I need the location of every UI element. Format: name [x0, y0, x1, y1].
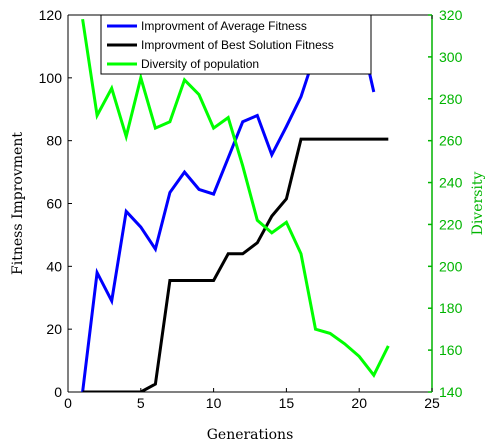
series-line-3 — [81, 18, 390, 379]
y-axis-right-label: Diversity — [470, 172, 486, 236]
y-left-tick-label: 0 — [54, 384, 62, 400]
x-tick-label: 0 — [64, 395, 72, 411]
legend-entry-3: Diversity of population — [141, 57, 259, 71]
y-right-tick-label: 260 — [439, 133, 463, 149]
y-right-tick-label: 180 — [439, 300, 463, 316]
y-right-tick-label: 160 — [439, 342, 463, 358]
y-right-tick-label: 280 — [439, 91, 463, 107]
y-right-tick-label: 220 — [439, 216, 463, 232]
y-right-tick-label: 320 — [439, 7, 463, 23]
y-left-tick-label: 120 — [39, 7, 63, 23]
legend-entry-2: Improvment of Best Solution Fitness — [141, 38, 334, 52]
legend: Improvment of Average Fitness Improvment … — [100, 14, 372, 75]
x-tick-label: 15 — [279, 395, 295, 411]
y-left-tick-label: 100 — [39, 70, 63, 86]
y-left-tick-label: 60 — [46, 196, 62, 212]
y-left-tick-label: 80 — [46, 133, 62, 149]
legend-entry-1: Improvment of Average Fitness — [141, 19, 307, 33]
x-axis-label: Generations — [207, 427, 294, 443]
x-tick-label: 10 — [206, 395, 222, 411]
ticks: 0 5 10 15 20 25 0 20 40 60 80 100 120 140 160 180 200 220… — [39, 7, 463, 411]
y-right-tick-label: 200 — [439, 258, 463, 274]
y-right-tick-label: 300 — [439, 49, 463, 65]
x-tick-label: 25 — [424, 395, 440, 411]
y-right-tick-label: 140 — [439, 384, 463, 400]
y-left-tick-label: 20 — [46, 321, 62, 337]
y-left-tick-label: 40 — [46, 258, 62, 274]
x-tick-label: 5 — [137, 395, 145, 411]
y-axis-left-label: Fitness Improvment — [10, 132, 26, 275]
y-right-tick-label: 240 — [439, 175, 463, 191]
series-line-2 — [82, 137, 389, 392]
x-tick-label: 20 — [351, 395, 367, 411]
legend-box — [100, 14, 372, 75]
